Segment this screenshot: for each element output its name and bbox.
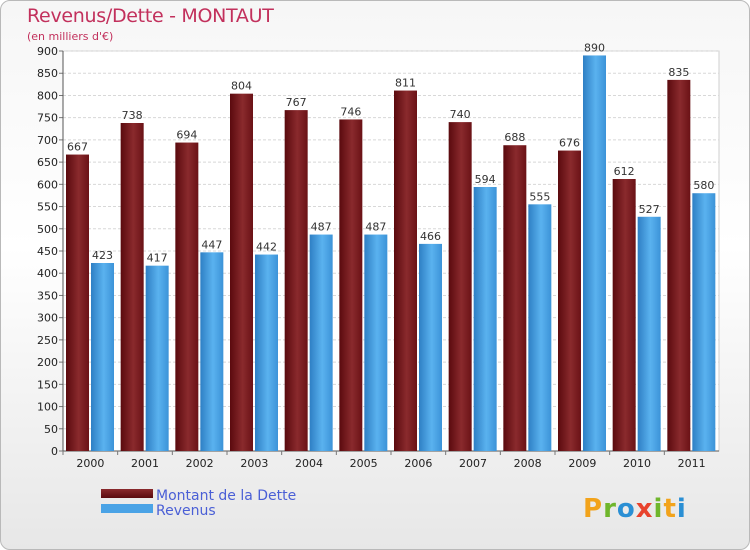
legend-swatch (101, 489, 153, 498)
bar-dette (230, 93, 253, 452)
y-tick-label: 550 (37, 201, 58, 214)
x-tick-label: 2009 (568, 457, 596, 470)
data-label: 694 (176, 129, 197, 142)
bar-revenus (145, 265, 169, 451)
legend-swatch (101, 504, 153, 513)
data-label: 487 (365, 221, 386, 234)
legend-label: Revenus (156, 503, 216, 519)
data-label: 423 (92, 249, 113, 262)
data-label: 594 (475, 173, 496, 186)
x-tick-label: 2007 (459, 457, 487, 470)
bar-dette (66, 154, 89, 452)
chart-subtitle: (en milliers d'€) (27, 30, 114, 43)
y-tick-label: 0 (51, 445, 58, 458)
data-label: 811 (395, 77, 416, 90)
data-label: 804 (231, 80, 252, 93)
logo-letter: o (617, 494, 636, 524)
y-tick-label: 350 (37, 289, 58, 302)
data-label: 417 (147, 252, 168, 265)
data-label: 746 (340, 105, 361, 118)
y-tick-label: 900 (37, 45, 58, 58)
y-tick-label: 500 (37, 223, 58, 236)
x-tick-label: 2011 (678, 457, 706, 470)
logo-letter: i (654, 494, 664, 524)
x-tick-label: 2010 (623, 457, 651, 470)
y-tick-label: 100 (37, 401, 58, 414)
logo-letter: i (677, 494, 687, 524)
bar-dette (394, 90, 417, 452)
bar-revenus (692, 193, 716, 451)
y-tick-label: 300 (37, 312, 58, 325)
data-label: 487 (311, 221, 332, 234)
data-label: 447 (201, 238, 222, 251)
bar-revenus (473, 187, 497, 451)
bar-dette (503, 145, 527, 451)
data-label: 835 (668, 66, 689, 79)
bar-dette (339, 119, 363, 451)
x-tick-label: 2000 (76, 457, 104, 470)
y-tick-label: 450 (37, 245, 58, 258)
x-tick-label: 2006 (404, 457, 432, 470)
data-label: 767 (286, 96, 307, 109)
x-tick-label: 2003 (240, 457, 268, 470)
bar-revenus (528, 204, 552, 451)
y-tick-label: 400 (37, 267, 58, 280)
y-tick-label: 600 (37, 178, 58, 191)
bar-revenus (364, 234, 388, 451)
y-tick-label: 50 (44, 423, 58, 436)
x-tick-label: 2001 (131, 457, 159, 470)
proxiti-logo: Proxiti (583, 494, 687, 524)
bar-revenus (309, 234, 333, 451)
y-tick-label: 750 (37, 112, 58, 125)
bar-dette (667, 79, 691, 451)
bar-dette (284, 110, 308, 451)
legend-label: Montant de la Dette (156, 488, 296, 504)
bar-revenus (583, 55, 606, 451)
data-label: 580 (693, 179, 714, 192)
data-label: 688 (504, 131, 525, 144)
data-label: 442 (256, 241, 277, 254)
bar-revenus (91, 263, 114, 451)
y-tick-label: 700 (37, 134, 58, 147)
bar-revenus (419, 243, 442, 451)
x-tick-label: 2002 (186, 457, 214, 470)
data-label: 667 (67, 141, 88, 154)
logo-letter: r (603, 494, 617, 524)
data-label: 555 (529, 190, 550, 203)
bar-dette (120, 123, 144, 451)
data-label: 740 (450, 108, 471, 121)
data-label: 676 (559, 137, 580, 150)
bar-dette (558, 150, 581, 452)
logo-letter: x (636, 494, 654, 524)
y-tick-label: 800 (37, 89, 58, 102)
y-tick-label: 650 (37, 156, 58, 169)
data-label: 612 (614, 165, 635, 178)
bar-dette (175, 142, 199, 452)
bar-revenus (255, 254, 278, 451)
bar-dette (448, 122, 472, 451)
x-tick-label: 2005 (350, 457, 378, 470)
bar-revenus (637, 216, 661, 451)
logo-letter: P (583, 494, 603, 524)
data-label: 466 (420, 230, 441, 243)
x-tick-label: 2004 (295, 457, 323, 470)
y-tick-label: 850 (37, 67, 58, 80)
x-tick-label: 2008 (514, 457, 542, 470)
data-label: 738 (122, 109, 143, 122)
bar-dette (612, 179, 636, 451)
y-tick-label: 150 (37, 378, 58, 391)
y-tick-label: 200 (37, 356, 58, 369)
data-label: 527 (639, 203, 660, 216)
data-label: 890 (584, 41, 605, 54)
y-tick-label: 250 (37, 334, 58, 347)
bar-revenus (200, 252, 224, 451)
logo-letter: t (663, 494, 676, 524)
chart-title: Revenus/Dette - MONTAUT (27, 5, 274, 27)
